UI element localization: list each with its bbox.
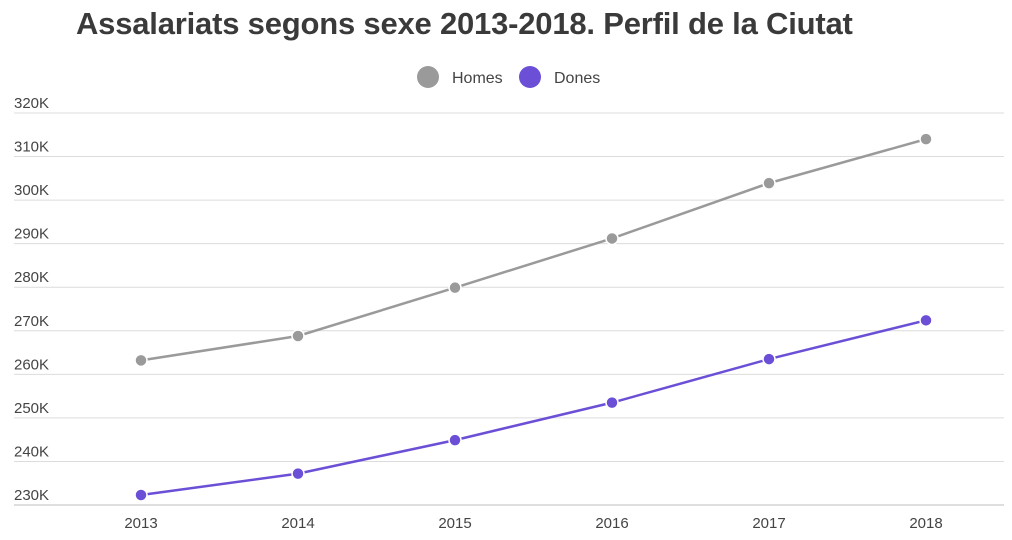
y-tick-label: 290K [14, 226, 49, 243]
data-point[interactable] [134, 488, 148, 502]
y-tick-label: 240K [14, 443, 49, 460]
series-homes [134, 132, 933, 368]
data-point[interactable] [762, 352, 776, 366]
data-point[interactable] [291, 329, 305, 343]
series-line [140, 137, 927, 362]
legend-label: Dones [554, 70, 600, 87]
data-point[interactable] [762, 176, 776, 190]
data-point[interactable] [291, 466, 305, 481]
data-point[interactable] [448, 280, 462, 295]
x-tick-label: 2016 [595, 515, 628, 532]
y-tick-label: 320K [14, 95, 49, 112]
x-tick-label: 2018 [909, 515, 942, 532]
y-tick-label: 250K [14, 400, 49, 417]
data-point[interactable] [605, 395, 619, 410]
x-tick-label: 2013 [124, 515, 157, 532]
y-tick-label: 280K [14, 269, 49, 286]
data-point[interactable] [134, 353, 148, 368]
legend-swatch [519, 66, 541, 88]
data-point[interactable] [919, 132, 933, 146]
series-dones [134, 313, 933, 502]
data-point[interactable] [448, 433, 462, 447]
y-tick-label: 230K [14, 487, 49, 504]
y-tick-label: 270K [14, 313, 49, 330]
series-layer [134, 132, 933, 502]
x-tick-label: 2015 [438, 515, 471, 532]
data-point[interactable] [605, 231, 619, 246]
grid-lines [14, 112, 1004, 506]
x-tick-label: 2017 [752, 515, 785, 532]
y-tick-label: 310K [14, 139, 49, 156]
y-tick-label: 300K [14, 182, 49, 199]
legend-label: Homes [452, 70, 503, 87]
legend-item-homes[interactable]: Homes [417, 66, 503, 88]
legend-swatch [417, 66, 439, 88]
legend: Homes Dones [417, 66, 600, 88]
y-tick-label: 260K [14, 356, 49, 373]
x-tick-label: 2014 [281, 515, 314, 532]
legend-item-dones[interactable]: Dones [519, 66, 600, 88]
y-axis-ticks: 230K 240K 250K 260K 270K 280K 290K 300K 310K 320K [14, 95, 49, 504]
series-line [140, 319, 927, 497]
data-point[interactable] [919, 313, 933, 328]
chart-title: Assalariats segons sexe 2013-2018. Perfi… [76, 6, 853, 41]
x-axis-ticks: 2013 2014 2015 2016 2017 2018 [124, 515, 942, 532]
